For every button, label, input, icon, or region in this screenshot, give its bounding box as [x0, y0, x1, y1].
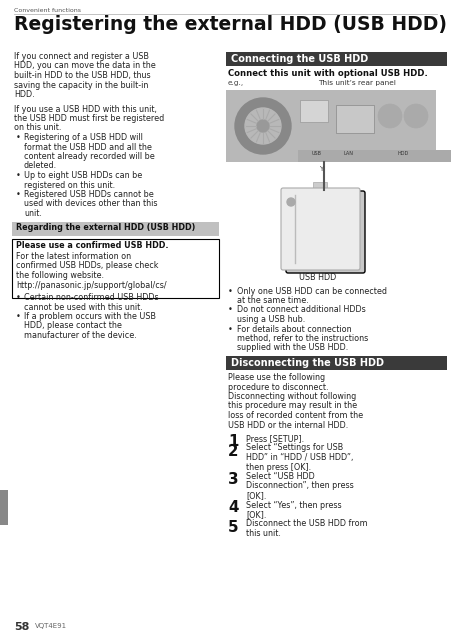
Text: the following website.: the following website.: [16, 271, 104, 280]
Circle shape: [287, 198, 295, 206]
Text: Registering the external HDD (USB HDD): Registering the external HDD (USB HDD): [14, 15, 447, 34]
Bar: [226, 52, 447, 66]
Text: Up to eight USB HDDs can be: Up to eight USB HDDs can be: [24, 171, 142, 180]
Text: [OK].: [OK].: [246, 491, 267, 500]
Text: Registering of a USB HDD will: Registering of a USB HDD will: [24, 133, 143, 142]
Text: Registered USB HDDs cannot be: Registered USB HDDs cannot be: [24, 190, 154, 199]
Text: 4: 4: [228, 500, 239, 515]
Text: Convenient functions: Convenient functions: [14, 8, 81, 13]
Text: Please use the following: Please use the following: [228, 373, 325, 382]
Text: cannot be used with this unit.: cannot be used with this unit.: [24, 303, 143, 312]
Text: This unit’s rear panel: This unit’s rear panel: [318, 81, 396, 86]
Text: HDD: HDD: [398, 151, 409, 156]
Text: Y: Y: [319, 166, 323, 172]
Text: •: •: [228, 287, 233, 296]
Text: For details about connection: For details about connection: [237, 324, 352, 333]
Text: loss of recorded content from the: loss of recorded content from the: [228, 411, 363, 420]
Circle shape: [245, 108, 281, 144]
Text: HDD.: HDD.: [14, 90, 35, 99]
Text: Select “Settings for USB: Select “Settings for USB: [246, 444, 343, 452]
Text: Disconnection”, then press: Disconnection”, then press: [246, 481, 354, 490]
Text: content already recorded will be: content already recorded will be: [24, 152, 155, 161]
Text: confirmed USB HDDs, please check: confirmed USB HDDs, please check: [16, 262, 158, 271]
Text: USB: USB: [312, 151, 322, 156]
Text: •: •: [228, 324, 233, 333]
Text: Do not connect additional HDDs: Do not connect additional HDDs: [237, 305, 366, 314]
Circle shape: [404, 104, 428, 128]
Text: 3: 3: [228, 472, 239, 487]
Text: •: •: [16, 190, 21, 199]
Bar: [12, 239, 219, 298]
Text: USB HDD: USB HDD: [299, 273, 336, 282]
Text: procedure to disconnect.: procedure to disconnect.: [228, 383, 328, 392]
Text: this procedure may result in the: this procedure may result in the: [228, 401, 357, 410]
Text: If you connect and register a USB: If you connect and register a USB: [14, 52, 149, 61]
Text: VQT4E91: VQT4E91: [35, 623, 67, 629]
Text: •: •: [16, 293, 21, 302]
Text: •: •: [16, 171, 21, 180]
Text: HDD” in “HDD / USB HDD”,: HDD” in “HDD / USB HDD”,: [246, 453, 354, 462]
Text: using a USB hub.: using a USB hub.: [237, 315, 305, 324]
Text: manufacturer of the device.: manufacturer of the device.: [24, 331, 137, 340]
Text: Connect this unit with optional USB HDD.: Connect this unit with optional USB HDD.: [228, 69, 428, 78]
Bar: [226, 90, 436, 162]
Text: For the latest information on: For the latest information on: [16, 252, 131, 261]
Text: If a problem occurs with the USB: If a problem occurs with the USB: [24, 312, 156, 321]
Text: 58: 58: [14, 622, 29, 632]
Text: HDD, you can move the data in the: HDD, you can move the data in the: [14, 61, 156, 70]
Text: HDD, please contact the: HDD, please contact the: [24, 321, 122, 330]
Text: •: •: [228, 305, 233, 314]
Bar: [226, 356, 447, 370]
Bar: [12, 221, 219, 236]
Text: used with devices other than this: used with devices other than this: [24, 200, 157, 209]
Text: Disconnect the USB HDD from: Disconnect the USB HDD from: [246, 520, 368, 529]
Circle shape: [257, 120, 269, 132]
Text: Select “USB HDD: Select “USB HDD: [246, 472, 315, 481]
Text: registered on this unit.: registered on this unit.: [24, 180, 115, 189]
Bar: [0, 490, 8, 525]
Text: LAN: LAN: [343, 151, 353, 156]
Text: 5: 5: [228, 520, 239, 534]
Bar: [300, 100, 328, 122]
Text: Please use a confirmed USB HDD.: Please use a confirmed USB HDD.: [16, 241, 169, 250]
Text: If you use a USB HDD with this unit,: If you use a USB HDD with this unit,: [14, 104, 157, 113]
Circle shape: [235, 98, 291, 154]
Text: the USB HDD must first be registered: the USB HDD must first be registered: [14, 114, 164, 123]
Text: then press [OK].: then press [OK].: [246, 463, 311, 472]
Text: method, refer to the instructions: method, refer to the instructions: [237, 334, 368, 343]
Bar: [313, 182, 327, 190]
Text: Disconnecting the USB HDD: Disconnecting the USB HDD: [231, 358, 384, 368]
Text: Press [SETUP].: Press [SETUP].: [246, 434, 304, 443]
Text: USB HDD or the internal HDD.: USB HDD or the internal HDD.: [228, 420, 348, 429]
Text: Regarding the external HDD (USB HDD): Regarding the external HDD (USB HDD): [16, 223, 195, 232]
FancyBboxPatch shape: [286, 191, 365, 273]
Text: deleted.: deleted.: [24, 161, 57, 170]
Text: 2: 2: [228, 444, 239, 458]
Text: supplied with the USB HDD.: supplied with the USB HDD.: [237, 344, 348, 353]
Bar: [336, 105, 374, 133]
Text: at the same time.: at the same time.: [237, 296, 309, 305]
Text: unit.: unit.: [24, 209, 42, 218]
Circle shape: [378, 104, 402, 128]
Text: •: •: [16, 133, 21, 142]
Text: this unit.: this unit.: [246, 529, 281, 538]
Text: [OK].: [OK].: [246, 510, 267, 519]
Text: saving the capacity in the built-in: saving the capacity in the built-in: [14, 81, 148, 90]
Text: •: •: [16, 312, 21, 321]
Text: Select “Yes”, then press: Select “Yes”, then press: [246, 500, 341, 509]
Text: Connecting the USB HDD: Connecting the USB HDD: [231, 54, 368, 64]
Text: e.g.,: e.g.,: [228, 81, 244, 86]
Text: Certain non-confirmed USB HDDs: Certain non-confirmed USB HDDs: [24, 293, 159, 302]
Text: Disconnecting without following: Disconnecting without following: [228, 392, 356, 401]
Text: http://panasonic.jp/support/global/cs/: http://panasonic.jp/support/global/cs/: [16, 280, 166, 289]
Text: Only one USB HDD can be connected: Only one USB HDD can be connected: [237, 287, 387, 296]
Text: on this unit.: on this unit.: [14, 124, 61, 132]
Text: 1: 1: [228, 434, 239, 449]
Text: built-in HDD to the USB HDD, thus: built-in HDD to the USB HDD, thus: [14, 71, 151, 80]
Bar: [298, 150, 451, 162]
FancyBboxPatch shape: [281, 188, 360, 270]
Text: format the USB HDD and all the: format the USB HDD and all the: [24, 143, 152, 152]
